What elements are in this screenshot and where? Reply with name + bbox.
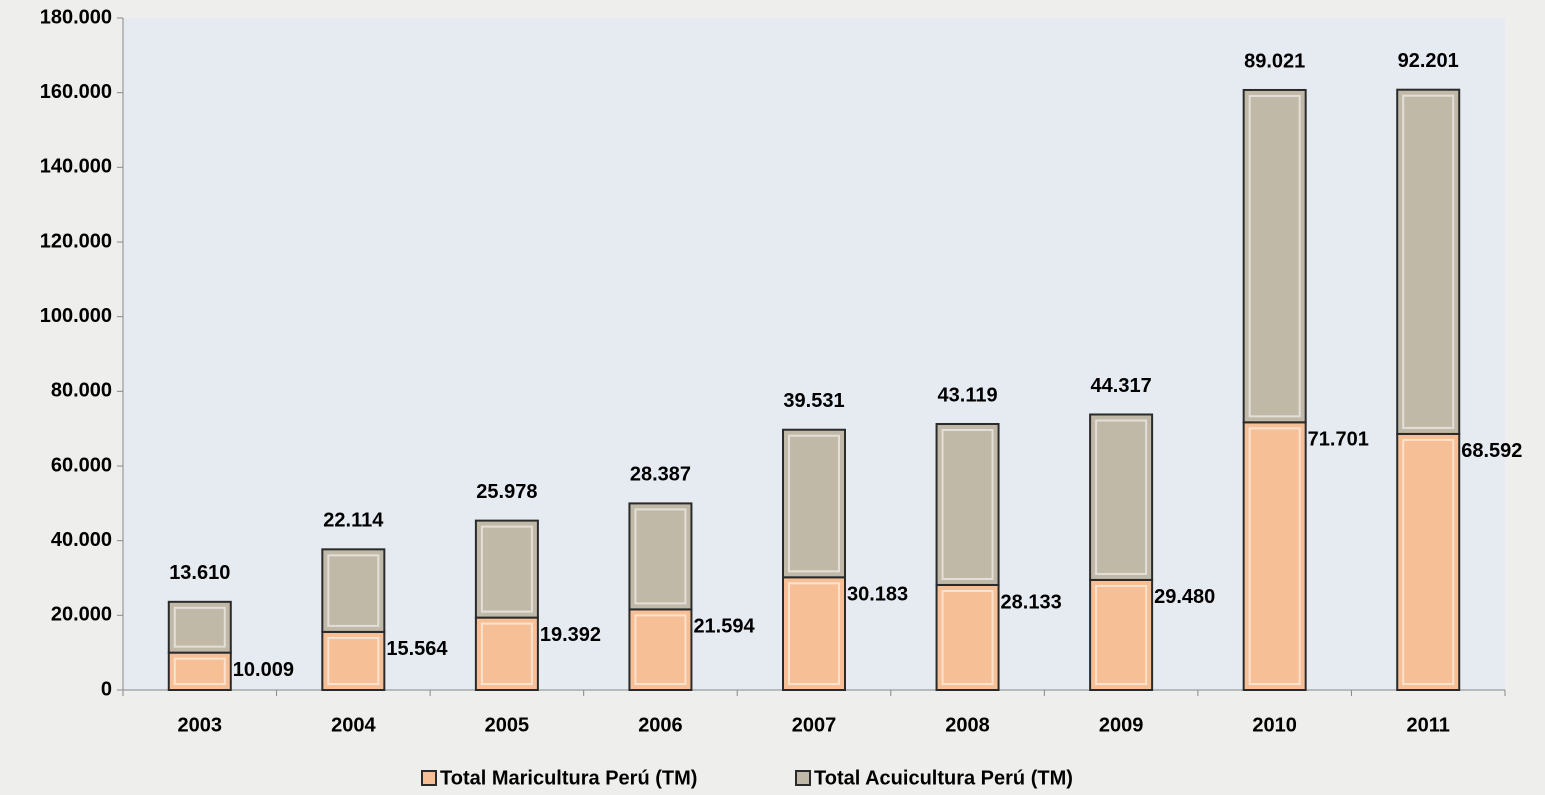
value-label: 44.317	[1091, 375, 1152, 397]
x-tick-label: 2009	[1099, 714, 1144, 736]
bar-segment	[1244, 90, 1306, 422]
y-tick-label: 180.000	[40, 6, 112, 28]
value-label: 10.009	[233, 659, 294, 681]
value-label: 71.701	[1308, 429, 1369, 451]
value-label: 39.531	[783, 390, 844, 412]
bar-segment	[783, 577, 845, 690]
x-tick-label: 2011	[1407, 714, 1450, 736]
value-label: 15.564	[386, 638, 448, 660]
legend-label: Total Acuicultura Perú (TM)	[814, 767, 1073, 789]
y-tick-label: 0	[101, 678, 112, 700]
value-label: 13.610	[169, 562, 230, 584]
value-label: 29.480	[1154, 586, 1215, 608]
value-label: 28.133	[1001, 591, 1062, 613]
bar-segment	[1090, 580, 1152, 690]
x-tick-label: 2005	[485, 714, 530, 736]
bar-segment	[1397, 434, 1459, 690]
bar-segment	[629, 609, 691, 690]
y-tick-label: 100.000	[40, 305, 112, 327]
value-label: 19.392	[540, 624, 601, 646]
x-tick-label: 2003	[178, 714, 223, 736]
bar-segment	[937, 424, 999, 585]
bar-segment	[937, 585, 999, 690]
value-label: 28.387	[630, 464, 691, 486]
legend-swatch	[422, 771, 436, 785]
bar-segment	[322, 632, 384, 690]
y-tick-label: 140.000	[40, 156, 112, 178]
bar-segment	[322, 549, 384, 632]
x-tick-label: 2008	[945, 714, 990, 736]
legend-label: Total Maricultura Perú (TM)	[440, 767, 697, 789]
chart: 0 20.000 40.000 60.000 80.000 100.000 120.000 1…	[0, 0, 1545, 795]
y-tick-label: 120.000	[40, 230, 112, 252]
y-tick-label: 20.000	[51, 604, 112, 626]
bar-segment	[1397, 90, 1459, 434]
value-label: 30.183	[847, 584, 908, 606]
x-tick-label: 2004	[331, 714, 376, 736]
bar-segment	[476, 521, 538, 618]
value-label: 68.592	[1461, 440, 1522, 462]
value-label: 22.114	[323, 510, 384, 532]
x-tick-label: 2010	[1252, 714, 1297, 736]
x-tick-label: 2007	[792, 714, 837, 736]
x-tick-label: 2006	[638, 714, 683, 736]
legend-swatch	[796, 771, 810, 785]
value-label: 92.201	[1398, 50, 1459, 72]
value-label: 25.978	[476, 481, 537, 503]
bar-segment	[476, 618, 538, 690]
value-label: 89.021	[1244, 50, 1305, 72]
y-tick-label: 60.000	[51, 454, 112, 476]
y-tick-label: 80.000	[51, 380, 112, 402]
y-tick-label: 160.000	[40, 81, 112, 103]
bar-segment	[169, 602, 231, 653]
bar-segment	[1244, 422, 1306, 690]
value-label: 21.594	[693, 616, 755, 638]
bar-segment	[783, 430, 845, 578]
y-tick-label: 40.000	[51, 529, 112, 551]
value-label: 43.119	[938, 384, 998, 406]
bar-segment	[629, 503, 691, 609]
bar-segment	[1090, 414, 1152, 579]
